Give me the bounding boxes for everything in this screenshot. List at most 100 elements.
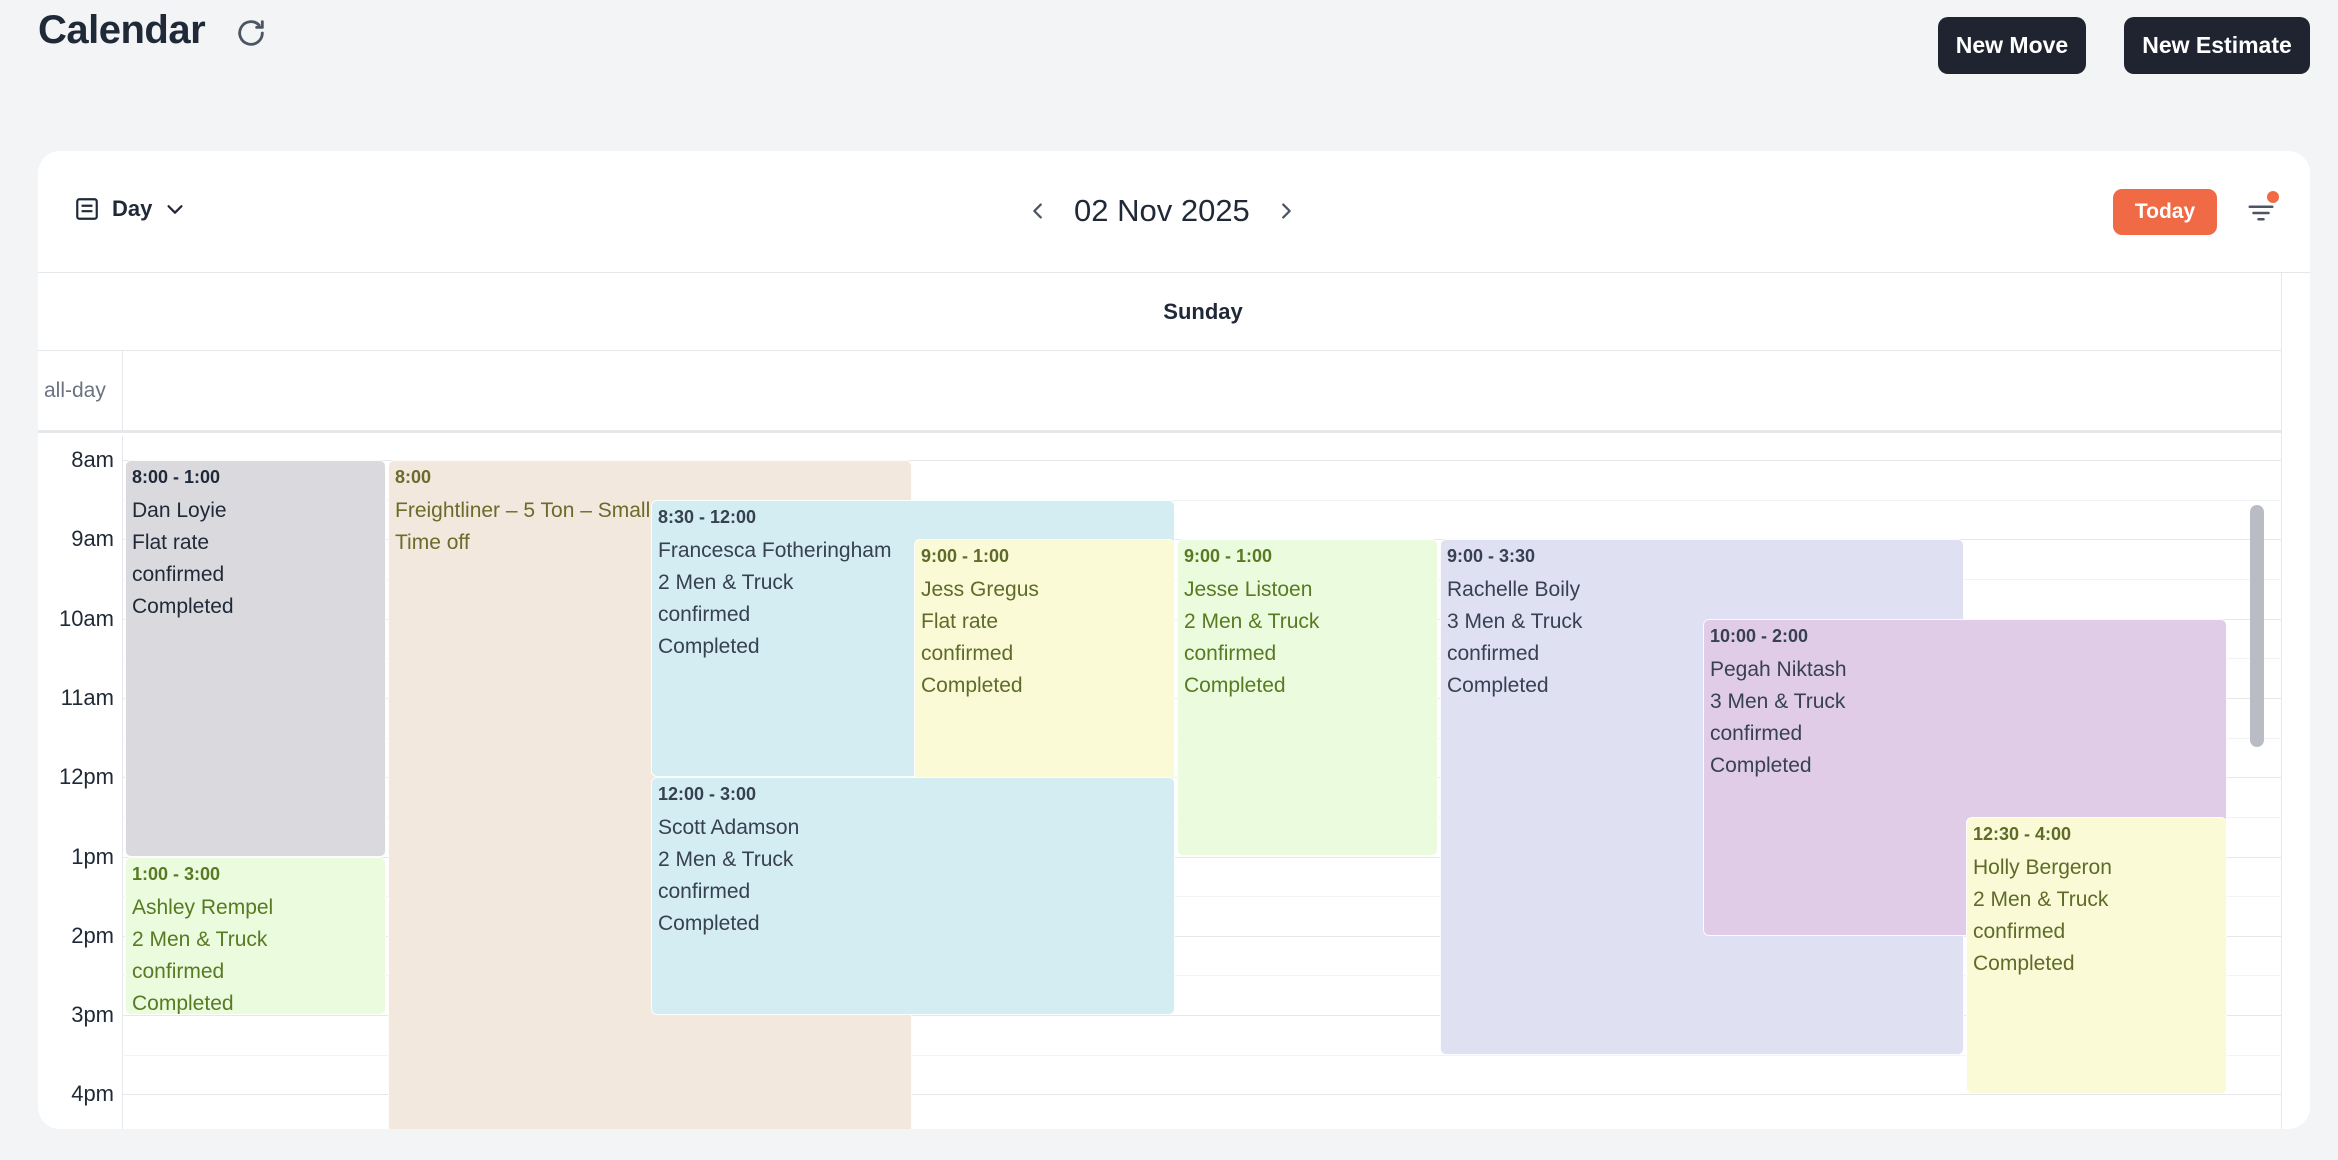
event-detail: Freightliner – 5 Ton – Small [395, 499, 651, 522]
event-detail: 2 Men & Truck [1973, 887, 2109, 911]
view-switcher[interactable]: Day [74, 196, 186, 222]
scrollbar-track[interactable] [2287, 436, 2305, 1126]
event-time: 9:00 - 1:00 [1184, 546, 1273, 567]
day-column-header: Sunday [38, 273, 2282, 351]
hour-label: 2pm [71, 922, 114, 948]
event-detail: Ashley Rempel [132, 895, 274, 919]
filter-icon [2248, 205, 2274, 221]
hour-label: 1pm [71, 843, 114, 869]
new-move-button[interactable]: New Move [1938, 17, 2086, 74]
gutter-divider [122, 436, 123, 1129]
event-detail: Pegah Niktash [1710, 657, 1847, 681]
chevron-left-icon [1033, 203, 1042, 219]
event-detail: Completed [132, 595, 234, 618]
hour-gridline [122, 460, 2282, 461]
time-grid[interactable]: 8am 9am 10am 11am 12pm 1pm 2pm 3pm 4pm 8:00 - 1:0… [38, 436, 2282, 1129]
hour-label: 9am [71, 526, 114, 552]
event-detail: 2 Men & Truck [658, 848, 794, 872]
event-detail: Completed [1973, 951, 2075, 975]
event-time: 9:00 - 3:30 [1447, 546, 1536, 567]
calendar-view-icon [76, 198, 98, 220]
event-detail: Completed [1710, 753, 1812, 777]
event-detail: 3 Men & Truck [1447, 610, 1583, 634]
hour-label: 4pm [71, 1081, 114, 1107]
event-time: 12:00 - 3:00 [658, 784, 757, 805]
calendar-event[interactable]: 1:00 - 3:00 Ashley Rempel 2 Men & Truck con… [125, 856, 386, 1016]
calendar-event[interactable]: 12:30 - 4:00 Holly Bergeron 2 Men & Truck c… [1966, 816, 2227, 1095]
today-button[interactable]: Today [2113, 189, 2217, 235]
current-date: 02 Nov 2025 [1074, 193, 1250, 228]
filter-button[interactable] [2238, 189, 2288, 235]
gutter-divider [122, 351, 123, 430]
event-detail: Completed [921, 674, 1023, 698]
next-day-button[interactable] [1266, 191, 1306, 231]
filter-active-badge [2267, 191, 2279, 203]
new-estimate-button[interactable]: New Estimate [2124, 17, 2310, 74]
half-hour-gridline [122, 975, 2282, 977]
hour-label: 3pm [71, 1002, 114, 1028]
event-time: 9:00 - 1:00 [921, 546, 1010, 567]
chevron-down-icon [167, 205, 183, 214]
event-detail: Completed [1184, 674, 1286, 698]
view-label: Day [112, 196, 153, 221]
calendar-event[interactable]: 9:00 - 1:00 Jesse Listoen 2 Men & Truck con… [1177, 539, 1438, 857]
calendar-card: Day 02 Nov 2025 Today [38, 151, 2310, 1129]
event-detail: 2 Men & Truck [132, 927, 268, 951]
hour-gridline [122, 1015, 2282, 1017]
event-detail: Francesca Fotheringham [658, 538, 892, 562]
event-time: 10:00 - 2:00 [1710, 625, 1809, 646]
half-hour-gridline [122, 896, 2282, 898]
event-detail: confirmed [1184, 642, 1277, 666]
event-detail: Scott Adamson [658, 816, 800, 840]
refresh-icon[interactable] [234, 16, 268, 50]
event-detail: 2 Men & Truck [658, 570, 794, 594]
hour-label: 10am [58, 605, 114, 631]
event-detail: Dan Loyie [132, 499, 227, 522]
calendar-event[interactable]: 8:00 - 1:00 Dan Loyie Flat rate confirmed Co… [125, 460, 386, 857]
event-detail: Holly Bergeron [1973, 855, 2112, 879]
calendar-toolbar: Day 02 Nov 2025 Today [38, 151, 2310, 273]
hour-gridline [122, 935, 2282, 937]
hour-gridline [122, 856, 2282, 858]
event-time: 1:00 - 3:00 [132, 863, 221, 884]
event-detail: confirmed [658, 602, 751, 626]
event-detail: confirmed [1710, 721, 1803, 745]
event-detail: Flat rate [921, 610, 999, 634]
half-hour-gridline [122, 1054, 2282, 1056]
event-detail: Completed [1447, 674, 1549, 698]
calendar-event[interactable]: 12:00 - 3:00 Scott Adamson 2 Men & Truck co… [651, 777, 1175, 1016]
event-time: 8:30 - 12:00 [658, 506, 757, 527]
date-navigator: 02 Nov 2025 [1018, 191, 1306, 231]
event-detail: Jesse Listoen [1184, 578, 1313, 602]
all-day-row[interactable]: all-day [38, 351, 2282, 433]
event-detail: Completed [658, 634, 760, 658]
event-detail: confirmed [1447, 642, 1540, 666]
hour-label: 11am [60, 684, 114, 710]
event-detail: confirmed [658, 880, 751, 904]
event-detail: Rachelle Boily [1447, 578, 1581, 602]
column-border [2281, 273, 2282, 1129]
hour-label: 8am [71, 447, 114, 472]
scrollbar-thumb[interactable] [2250, 505, 2264, 747]
event-detail: confirmed [132, 959, 225, 983]
event-time: 8:00 [395, 467, 432, 487]
half-hour-gridline [122, 499, 2282, 501]
event-detail: Jess Gregus [921, 578, 1039, 602]
page-title: Calendar [38, 8, 206, 52]
event-detail: confirmed [921, 642, 1014, 666]
event-detail: confirmed [1973, 919, 2066, 943]
event-time: 12:30 - 4:00 [1973, 823, 2072, 844]
chevron-right-icon [1281, 203, 1291, 219]
event-detail: Time off [395, 531, 470, 554]
event-time: 8:00 - 1:00 [132, 467, 221, 487]
event-detail: Flat rate [132, 531, 210, 554]
event-detail: Completed [132, 991, 234, 1015]
event-detail: Completed [658, 912, 760, 936]
day-name: Sunday [1163, 298, 1243, 324]
event-detail: 2 Men & Truck [1184, 610, 1320, 634]
event-detail: confirmed [132, 563, 225, 586]
prev-day-button[interactable] [1018, 191, 1058, 231]
hour-label: 12pm [58, 764, 114, 790]
hour-gridline [122, 1094, 2282, 1096]
event-detail: 3 Men & Truck [1710, 689, 1846, 713]
